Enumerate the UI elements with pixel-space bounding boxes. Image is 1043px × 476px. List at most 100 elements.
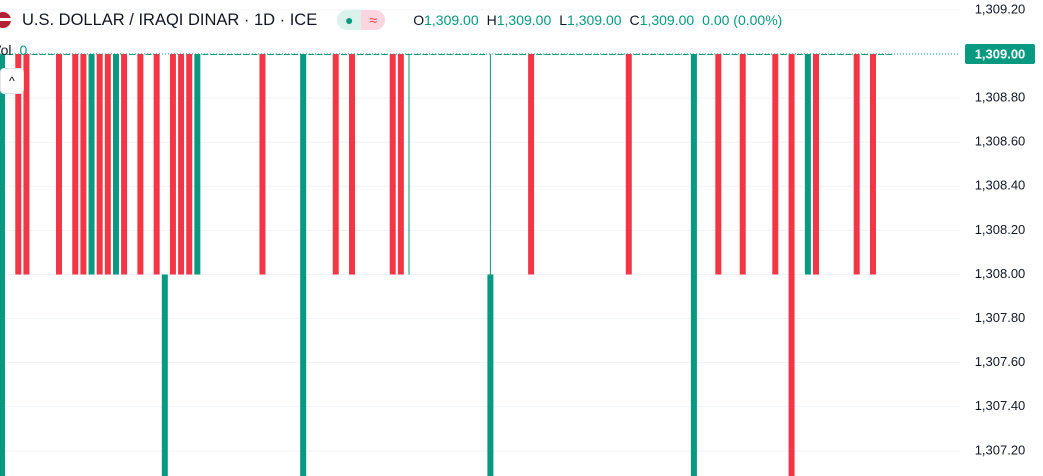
- candle-body: [788, 54, 795, 476]
- candle-body: [853, 54, 860, 275]
- candle-body: [804, 54, 811, 275]
- candle-body: [251, 54, 258, 56]
- legend-key: L: [559, 12, 568, 28]
- candle-body: [397, 54, 404, 275]
- candle-body: [300, 54, 307, 476]
- status-pill[interactable]: ● ≈: [337, 10, 386, 30]
- candle-body: [503, 54, 510, 56]
- candle-body: [186, 54, 193, 275]
- candle-body: [275, 54, 282, 56]
- last-price-box: [965, 44, 1035, 65]
- candle-body: [658, 54, 665, 56]
- ohlc-legend: O1,309.00 H1,309.00 L1,309.00 C1,309.00: [405, 12, 694, 28]
- y-tick-label: 1,308.40: [975, 178, 1026, 193]
- candle-body: [308, 54, 315, 56]
- y-tick-label: 1,308.80: [975, 90, 1026, 105]
- candle-body: [878, 54, 885, 56]
- change: 0.00 (0.00%): [702, 12, 783, 28]
- candle-body: [96, 54, 103, 275]
- candle-body: [389, 54, 396, 275]
- candle-body: [511, 54, 518, 56]
- candle-body: [202, 54, 209, 56]
- candle-body: [80, 54, 87, 275]
- candle-body: [707, 54, 714, 56]
- candle-body: [153, 54, 160, 275]
- candle-body: [731, 54, 738, 56]
- candle-body: [715, 54, 722, 275]
- candle-body: [137, 54, 144, 275]
- candle-body: [7, 54, 14, 56]
- candle-body: [104, 54, 111, 275]
- candle-body: [479, 54, 486, 56]
- candle-body: [739, 54, 746, 275]
- candle-body: [617, 54, 624, 56]
- candle-body: [194, 54, 201, 275]
- candle-body: [235, 54, 242, 56]
- y-tick-label: 1,307.40: [975, 398, 1026, 413]
- candle-body: [31, 54, 38, 56]
- volume-value: 0: [19, 42, 28, 58]
- market-status[interactable]: ●: [337, 10, 362, 30]
- candle-body: [422, 54, 429, 56]
- candle-body: [64, 54, 71, 56]
- candle-body: [259, 54, 266, 275]
- candle-body: [829, 54, 836, 56]
- candle-body: [869, 54, 876, 275]
- delay-status[interactable]: ≈: [361, 10, 386, 30]
- candle-body: [218, 54, 225, 56]
- candle-body: [650, 54, 657, 56]
- candle-body: [454, 54, 461, 56]
- candle-body: [145, 54, 152, 56]
- legend-key: C: [629, 12, 640, 28]
- legend-value: 1,309.00: [567, 12, 622, 28]
- candle-body: [169, 54, 176, 275]
- candle-body: [88, 54, 95, 275]
- collapse-button[interactable]: ^: [0, 68, 24, 94]
- y-tick-label: 1,307.20: [975, 442, 1026, 457]
- grid: [0, 9, 960, 452]
- flag-icon: [0, 12, 11, 28]
- candle-body: [593, 54, 600, 56]
- candle-body: [283, 54, 290, 56]
- candle-body: [764, 54, 771, 56]
- candle-body: [226, 54, 233, 56]
- legend-key: O: [413, 12, 425, 28]
- candle-body: [528, 54, 535, 275]
- candle-body: [886, 54, 893, 56]
- candle-body: [560, 54, 567, 56]
- candle-body: [365, 54, 372, 56]
- candle-body: [340, 54, 347, 56]
- volume-legend: Vol 0: [0, 42, 27, 58]
- header: U.S. DOLLAR / IRAQI DINAR · 1D · ICE ● ≈ …: [0, 8, 782, 32]
- candle-body: [690, 54, 697, 476]
- candle-body: [601, 54, 608, 56]
- candle-body: [373, 54, 380, 56]
- candle-body: [121, 54, 128, 275]
- legend-value: 1,309.00: [424, 12, 479, 28]
- y-tick-label: 1,309.20: [975, 1, 1026, 16]
- candle-body: [674, 54, 681, 56]
- candle-body: [23, 54, 30, 275]
- y-tick-label: 1,308.00: [975, 266, 1026, 281]
- candle-body: [430, 54, 437, 56]
- last-price-label: 1,309.00: [975, 46, 1026, 61]
- symbol-title[interactable]: U.S. DOLLAR / IRAQI DINAR · 1D · ICE: [22, 10, 318, 29]
- candle-body: [625, 54, 632, 275]
- candle-body: [112, 54, 119, 275]
- candle-body: [772, 54, 779, 275]
- candle-body: [15, 54, 22, 275]
- candle-body: [568, 54, 575, 56]
- candle-body: [813, 54, 819, 275]
- candle-body: [536, 54, 543, 56]
- price-axis: 1,307.20 1,307.40 1,307.60 1,307.80 1,308.00…: [965, 1, 1035, 457]
- candle-body: [47, 54, 54, 56]
- candle-body: [796, 54, 803, 56]
- y-tick-label: 1,308.20: [975, 222, 1026, 237]
- candle-body: [682, 54, 689, 56]
- candle-body: [292, 54, 299, 56]
- candle-body: [446, 54, 453, 56]
- candle-body: [332, 54, 339, 275]
- candle-body: [72, 54, 79, 275]
